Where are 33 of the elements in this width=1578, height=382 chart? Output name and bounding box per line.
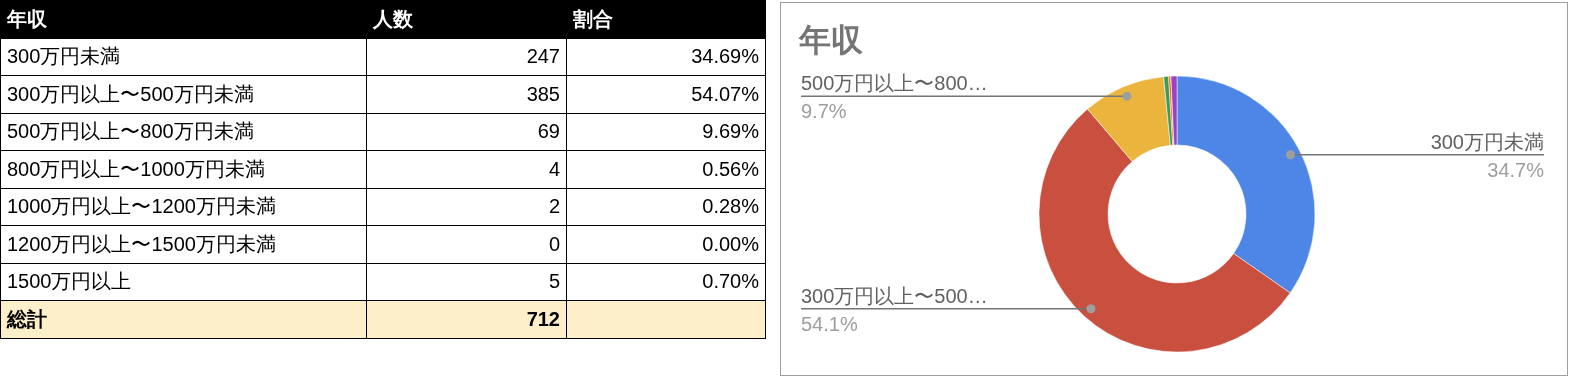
- text: 総計: [0, 300, 367, 338]
- slice-label: 500万円以上〜800…: [801, 72, 988, 95]
- data-label: 69: [366, 113, 567, 151]
- data-label: 4: [366, 150, 567, 188]
- data-label: 385: [366, 75, 567, 113]
- text: 712: [366, 300, 567, 338]
- data-label: 2: [366, 188, 567, 226]
- category-label: 500万円以上〜800万円未満: [0, 113, 367, 151]
- category-label: 800万円以上〜1000万円未満: [0, 150, 367, 188]
- text: 人数: [366, 0, 567, 38]
- data-label: 0.56%: [566, 150, 766, 188]
- data-label: 0.70%: [566, 263, 766, 301]
- data-label: 5: [366, 263, 567, 301]
- category-label: 300万円以上〜500万円未満: [0, 75, 367, 113]
- category-label: 1200万円以上〜1500万円未満: [0, 225, 367, 263]
- category-label: 1500万円以上: [0, 263, 367, 301]
- data-label: 0.28%: [566, 188, 766, 226]
- slice-label: 300万円未満: [1430, 130, 1544, 153]
- data-label: 54.07%: [566, 75, 766, 113]
- data-label: 247: [366, 38, 567, 76]
- data-label: 9.69%: [566, 113, 766, 151]
- category-label: 1000万円以上〜1200万円未満: [0, 188, 367, 226]
- chart-title: 年収: [798, 22, 864, 58]
- data-label: 34.69%: [566, 38, 766, 76]
- data-label: 0.00%: [566, 225, 766, 263]
- category-label: 300万円未満: [0, 38, 367, 76]
- data-label: 0: [366, 225, 567, 263]
- text: 年収: [0, 0, 367, 38]
- text: 割合: [566, 0, 766, 38]
- slice-label: 300万円以上〜500…: [801, 284, 988, 307]
- data-label: 9.7%: [801, 100, 847, 123]
- data-label: 54.1%: [801, 312, 858, 335]
- data-label: 34.7%: [1487, 158, 1545, 181]
